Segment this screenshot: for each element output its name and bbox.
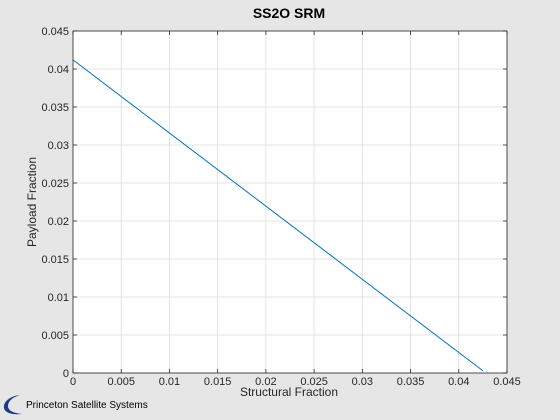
x-tick-label: 0.02 [255, 376, 276, 388]
y-tick-label: 0.03 [48, 140, 69, 152]
x-tick-label: 0.025 [300, 376, 328, 388]
y-tick-label: 0.035 [41, 102, 69, 114]
x-tick-label: 0.005 [107, 376, 135, 388]
swoosh-logo-icon [3, 395, 22, 415]
y-tick-label: 0.025 [41, 178, 69, 190]
y-tick-label: 0 [63, 368, 69, 380]
y-tick-label: 0.02 [48, 216, 69, 228]
x-axis-label: Structural Fraction [240, 385, 338, 399]
y-tick-label: 0.04 [48, 64, 69, 76]
y-tick-label: 0.015 [41, 254, 69, 266]
series-layer [72, 59, 484, 372]
plot-area [73, 31, 507, 373]
chart-title: SS2O SRM [253, 5, 325, 21]
x-tick-label: 0 [70, 376, 76, 388]
x-tick-label: 0.04 [448, 376, 469, 388]
plot-border [72, 30, 508, 374]
logo-text: Princeton Satellite Systems [26, 399, 148, 411]
x-tick-label: 0.03 [352, 376, 373, 388]
y-tick-label: 0.005 [41, 330, 69, 342]
y-tick-label: 0.01 [48, 292, 69, 304]
company-logo: Princeton Satellite Systems [2, 392, 148, 418]
axis-ticks: 0 0.005 0.01 0.015 0.02 0.025 0.03 0.035 0.04 0.0… [41, 26, 520, 388]
x-tick-label: 0.035 [397, 376, 425, 388]
y-tick-label: 0.045 [41, 26, 69, 38]
x-tick-label: 0.01 [159, 376, 180, 388]
series-line [72, 59, 484, 372]
x-tick-label: 0.015 [204, 376, 232, 388]
x-tick-label: 0.045 [493, 376, 521, 388]
y-axis-label: Payload Fraction [25, 157, 39, 247]
